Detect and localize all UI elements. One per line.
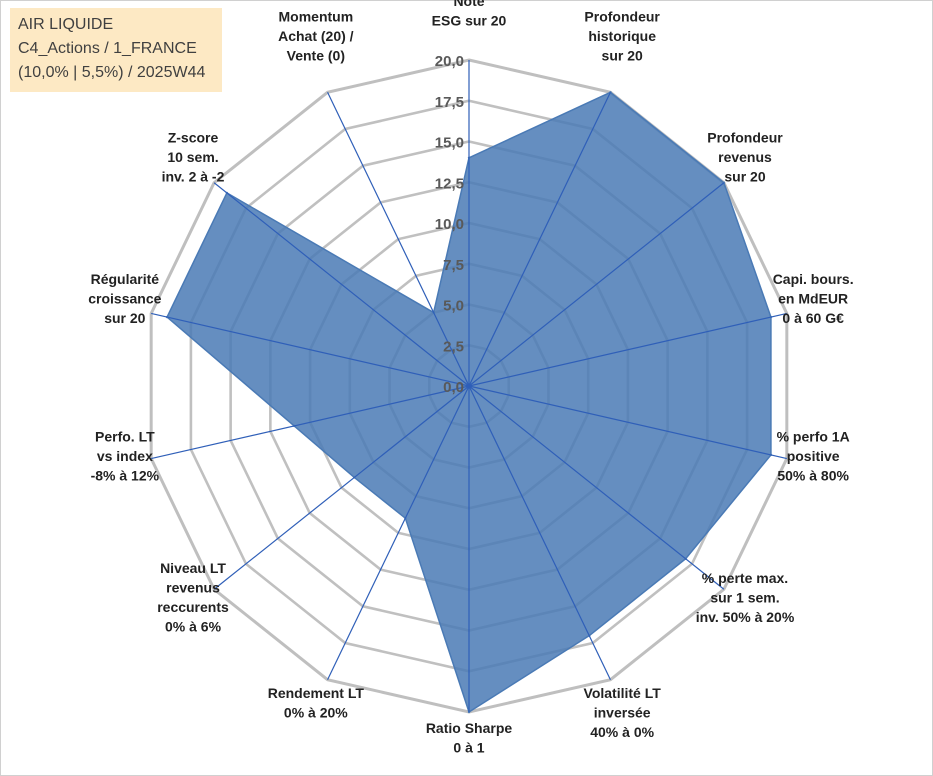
axis-spoke <box>327 92 470 387</box>
tick-label: 10,0 <box>435 216 464 233</box>
axis-spoke <box>468 312 787 387</box>
tick-label: 2,5 <box>443 338 464 355</box>
tick-label: 0,0 <box>443 379 464 396</box>
axis-label: Régularité croissance sur 20 <box>88 271 161 326</box>
axis-label: % perfo 1A positive 50% à 80% <box>777 428 850 483</box>
axis-label: Capi. bours. en MdEUR 0 à 60 G€ <box>773 271 854 326</box>
axis-label: % perte max. sur 1 sem. inv. 50% à 20% <box>696 570 795 625</box>
axis-label: Niveau LT revenus reccurents 0% à 6% <box>157 560 229 635</box>
axis-spoke <box>468 385 725 590</box>
info-company: AIR LIQUIDE <box>18 16 114 33</box>
tick-label: 15,0 <box>435 135 464 152</box>
spoke-layer <box>151 60 787 712</box>
axis-label: Note ESG sur 20 <box>432 0 507 29</box>
tick-label: 20,0 <box>435 53 464 70</box>
axis-label: Rendement LT 0% à 20% <box>268 685 365 721</box>
axis-label: Perfo. LT vs index -8% à 12% <box>91 428 160 483</box>
axis-label: Z-score 10 sem. inv. 2 à -2 <box>162 130 225 185</box>
axis-spoke <box>213 385 470 590</box>
axis-spoke <box>151 312 470 387</box>
axis-spoke <box>151 385 470 460</box>
tick-label: 12,5 <box>435 175 464 192</box>
axis-label: Ratio Sharpe 0 à 1 <box>426 720 513 756</box>
axis-spoke <box>468 385 787 460</box>
axis-label: Momentum Achat (20) / Vente (0) <box>278 8 354 63</box>
axis-spoke <box>468 385 611 680</box>
info-category: C4_Actions / 1_FRANCE <box>18 40 197 57</box>
axis-label: Volatilité LT inversée 40% à 0% <box>584 685 662 740</box>
info-params: (10,0% | 5,5%) / 2025W44 <box>18 64 206 81</box>
axis-label: Profondeur historique sur 20 <box>584 8 660 63</box>
axis-spoke <box>213 182 470 387</box>
tick-label: 17,5 <box>435 94 464 111</box>
label-layer: Note ESG sur 20 Profondeur historique sur 20… <box>88 0 853 756</box>
tick-layer: 0,0 2,5 5,0 7,5 10,0 12,5 15,0 17,5 20,0 <box>435 53 464 396</box>
axis-label: Profondeur revenus sur 20 <box>707 130 783 185</box>
axis-spoke <box>468 92 611 387</box>
axis-spoke <box>468 182 725 387</box>
axis-spoke <box>327 385 470 680</box>
tick-label: 5,0 <box>443 298 464 315</box>
info-box: AIR LIQUIDE C4_Actions / 1_FRANCE (10,0%… <box>10 8 222 92</box>
tick-label: 7,5 <box>443 257 464 274</box>
